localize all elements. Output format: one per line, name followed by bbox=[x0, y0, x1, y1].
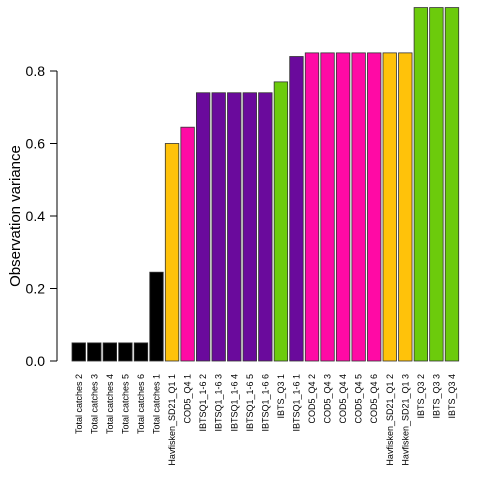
bar bbox=[320, 52, 335, 362]
bar bbox=[273, 81, 289, 362]
x-tick-label: COD5_Q4 4 bbox=[338, 374, 348, 424]
bar bbox=[304, 52, 320, 362]
bar bbox=[413, 7, 429, 362]
x-tick-label: COD5_Q4 1 bbox=[183, 374, 193, 424]
x-tick-label: Total catches 6 bbox=[136, 374, 146, 434]
x-tick-label: IBTSQ1_1-6 5 bbox=[245, 374, 255, 432]
x-tick-label: Total catches 5 bbox=[120, 374, 130, 434]
x-tick-label: IBTSQ1_1-6 6 bbox=[260, 374, 270, 432]
y-tick-label: 0.0 bbox=[26, 353, 46, 369]
bar bbox=[242, 92, 257, 362]
bar bbox=[71, 342, 86, 362]
bar bbox=[164, 143, 180, 362]
bar bbox=[102, 342, 117, 362]
x-tick-label: IBTS_Q3 3 bbox=[431, 374, 441, 419]
x-tick-label: IBTSQ1_1-6 2 bbox=[198, 374, 208, 432]
bar bbox=[351, 52, 366, 362]
x-tick-label: Total catches 1 bbox=[152, 374, 162, 434]
y-tick-label: 0.4 bbox=[26, 208, 46, 224]
bar bbox=[382, 52, 397, 362]
y-axis-title: Observation variance bbox=[7, 145, 24, 287]
bar bbox=[429, 7, 444, 362]
bar bbox=[87, 342, 102, 362]
x-tick-label: Total catches 2 bbox=[74, 374, 84, 434]
x-tick-label: Havfisken_SD21_Q1 3 bbox=[400, 374, 410, 466]
x-tick-label: COD5_Q4 2 bbox=[307, 374, 317, 424]
x-tick-label: Total catches 4 bbox=[105, 374, 115, 434]
x-tick-label: COD5_Q4 5 bbox=[354, 374, 364, 424]
bar bbox=[258, 92, 273, 362]
bar bbox=[289, 56, 304, 362]
x-tick-label: COD5_Q4 6 bbox=[369, 374, 379, 424]
x-tick-label: COD5_Q4 3 bbox=[323, 374, 333, 424]
y-axis: 0.0 0.2 0.4 0.6 0.8 bbox=[26, 63, 58, 369]
x-tick-label: IBTS_Q3 2 bbox=[416, 374, 426, 419]
x-tick-label: IBTS_Q3 4 bbox=[447, 374, 457, 419]
bar bbox=[227, 92, 242, 362]
bar bbox=[398, 52, 413, 362]
x-tick-label: Total catches 3 bbox=[89, 374, 99, 434]
y-tick-label: 0.6 bbox=[26, 136, 46, 152]
x-tick-label: Havfisken_SD21_Q1 2 bbox=[385, 374, 395, 466]
x-tick-label: IBTSQ1_1-6 1 bbox=[291, 374, 301, 432]
y-tick-label: 0.8 bbox=[26, 63, 46, 79]
bar bbox=[133, 342, 149, 362]
x-tick-label: IBTSQ1_1-6 4 bbox=[229, 374, 239, 432]
bar bbox=[195, 92, 211, 362]
bar bbox=[180, 126, 195, 362]
x-tick-label: IBTSQ1_1-6 3 bbox=[214, 374, 224, 432]
x-tick-label: Havfisken_SD21_Q1 1 bbox=[167, 374, 177, 466]
bar bbox=[335, 52, 351, 362]
y-tick-label: 0.2 bbox=[26, 281, 46, 297]
bar bbox=[444, 7, 460, 362]
x-axis-labels: Total catches 2 Total catches 3 Total catc… bbox=[74, 374, 457, 466]
bar bbox=[118, 342, 133, 362]
bar bbox=[367, 52, 382, 362]
bar bbox=[211, 92, 226, 362]
bars bbox=[71, 7, 460, 362]
x-tick-label: IBTS_Q3 1 bbox=[276, 374, 286, 419]
bar bbox=[149, 271, 164, 362]
